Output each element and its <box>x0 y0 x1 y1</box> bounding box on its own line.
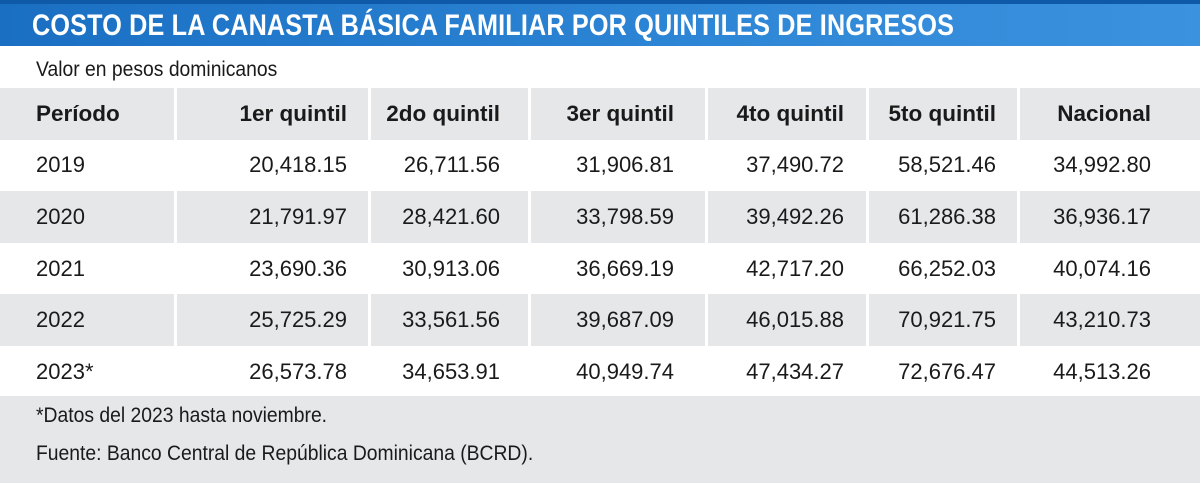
cell-period: 2020 <box>36 203 85 229</box>
cell-quintile-5: 66,252.03 <box>898 255 996 281</box>
footer-notes: *Datos del 2023 hasta noviembre. Fuente:… <box>0 396 1200 483</box>
cell-quintile-1: 21,791.97 <box>249 203 347 229</box>
header-cell-national: Nacional <box>1057 100 1151 126</box>
cell-national: 44,513.26 <box>1053 358 1151 384</box>
page-title: COSTO DE LA CANASTA BÁSICA FAMILIAR POR … <box>32 9 955 42</box>
cell-quintile-4: 46,015.88 <box>746 307 844 333</box>
cell-quintile-1: 20,418.15 <box>249 152 347 178</box>
cell-quintile-1: 23,690.36 <box>249 255 347 281</box>
column-divider <box>528 88 531 398</box>
table-header-row: Período 1er quintil 2do quintil 3er quin… <box>0 88 1200 140</box>
cell-quintile-1: 25,725.29 <box>249 307 347 333</box>
column-divider <box>866 88 869 398</box>
cell-quintile-2: 30,913.06 <box>402 255 500 281</box>
cell-quintile-5: 70,921.75 <box>898 307 996 333</box>
cell-quintile-2: 28,421.60 <box>402 203 500 229</box>
header-cell-quintile-1: 1er quintil <box>239 100 347 126</box>
table-row: 2019 20,418.15 26,711.56 31,906.81 37,49… <box>0 139 1200 192</box>
table-subtitle: Valor en pesos dominicanos <box>36 58 278 81</box>
cell-period: 2019 <box>36 152 85 178</box>
cell-quintile-4: 47,434.27 <box>746 358 844 384</box>
cell-quintile-4: 42,717.20 <box>746 255 844 281</box>
title-bar: COSTO DE LA CANASTA BÁSICA FAMILIAR POR … <box>0 0 1200 46</box>
cell-quintile-3: 39,687.09 <box>576 307 674 333</box>
title-stripe <box>0 0 1200 4</box>
cell-quintile-3: 36,669.19 <box>576 255 674 281</box>
cell-quintile-5: 61,286.38 <box>898 203 996 229</box>
header-cell-quintile-2: 2do quintil <box>386 100 500 126</box>
column-divider <box>368 88 371 398</box>
cell-quintile-1: 26,573.78 <box>249 358 347 384</box>
cell-quintile-5: 72,676.47 <box>898 358 996 384</box>
cell-quintile-2: 26,711.56 <box>403 152 500 178</box>
cell-period: 2022 <box>36 307 85 333</box>
cell-quintile-4: 39,492.26 <box>746 203 844 229</box>
footnote: *Datos del 2023 hasta noviembre. <box>36 404 328 427</box>
table-row: 2021 23,690.36 30,913.06 36,669.19 42,71… <box>0 242 1200 295</box>
cell-quintile-3: 40,949.74 <box>576 358 674 384</box>
header-cell-quintile-4: 4to quintil <box>736 100 844 126</box>
source-note: Fuente: Banco Central de República Domin… <box>36 442 534 465</box>
cell-national: 43,210.73 <box>1053 307 1151 333</box>
cell-quintile-4: 37,490.72 <box>746 152 844 178</box>
header-cell-quintile-5: 5to quintil <box>888 100 996 126</box>
cell-quintile-3: 33,798.59 <box>576 203 674 229</box>
header-cell-quintile-3: 3er quintil <box>566 100 674 126</box>
table-row: 2020 21,791.97 28,421.60 33,798.59 39,49… <box>0 191 1200 243</box>
cell-quintile-2: 34,653.91 <box>402 358 500 384</box>
table-row: 2023* 26,573.78 34,653.91 40,949.74 47,4… <box>0 345 1200 398</box>
cell-national: 36,936.17 <box>1053 203 1151 229</box>
cell-period: 2023* <box>36 358 94 384</box>
cell-quintile-2: 33,561.56 <box>402 307 500 333</box>
cell-national: 34,992.80 <box>1053 152 1151 178</box>
column-divider <box>705 88 708 398</box>
cell-quintile-5: 58,521.46 <box>898 152 996 178</box>
cell-period: 2021 <box>36 255 85 281</box>
column-divider <box>1017 88 1020 398</box>
header-cell-period: Período <box>36 100 120 126</box>
data-table: Período 1er quintil 2do quintil 3er quin… <box>0 88 1200 398</box>
table-row: 2022 25,725.29 33,561.56 39,687.09 46,01… <box>0 294 1200 346</box>
cell-national: 40,074.16 <box>1053 255 1151 281</box>
cell-quintile-3: 31,906.81 <box>576 152 674 178</box>
column-divider <box>174 88 177 346</box>
